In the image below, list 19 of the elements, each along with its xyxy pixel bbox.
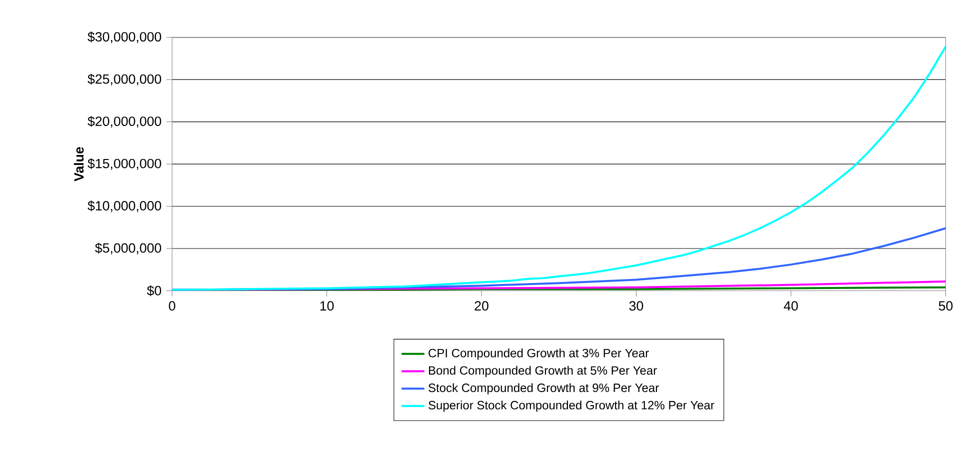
- y-tick-label: $15,000,000: [88, 158, 162, 170]
- y-tick-label: $20,000,000: [88, 116, 162, 128]
- x-tick-label: 0: [168, 301, 176, 311]
- y-tick-label: $10,000,000: [88, 200, 162, 212]
- y-tick-label: $0: [146, 285, 162, 296]
- y-tick-label: $25,000,000: [88, 74, 162, 86]
- legend-label: Bond Compounded Growth at 5% Per Year: [428, 366, 657, 378]
- y-axis-title: Value: [74, 147, 84, 182]
- y-tick-label: $30,000,000: [88, 32, 162, 44]
- legend-label: Stock Compounded Growth at 9% Per Year: [428, 383, 659, 395]
- legend-label: Superior Stock Compounded Growth at 12% Per Year: [428, 400, 714, 412]
- x-tick-label: 10: [320, 301, 334, 311]
- y-tick-label: $5,000,000: [95, 242, 162, 254]
- line-series: [172, 46, 946, 291]
- legend-label: CPI Compounded Growth at 3% Per Year: [428, 348, 649, 360]
- x-tick-label: 50: [938, 301, 953, 311]
- x-tick-label: 30: [629, 301, 644, 311]
- x-tick-label: 40: [784, 301, 798, 311]
- x-tick-label: 20: [474, 301, 488, 311]
